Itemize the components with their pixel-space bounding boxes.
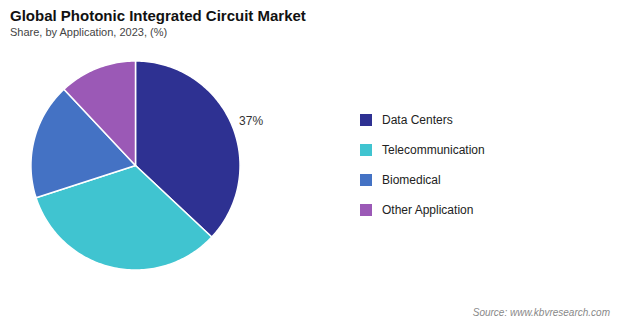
- html-text:Source: www.kbvresearch.com: Source: www.kbvresearch.com: [472, 307, 610, 318]
- html-text:Telecommunication: Telecommunication: [382, 143, 485, 157]
- html-text:Biomedical: Biomedical: [382, 173, 441, 187]
- html-text:Other Application: Other Application: [382, 203, 474, 217]
- html-text:Global Photonic Integrated Cir: Global Photonic Integrated Circuit Marke…: [10, 7, 306, 24]
- html-text:Data Centers: Data Centers: [382, 113, 453, 127]
- html-text:Share, by Application, 2023, (: Share, by Application, 2023, (%): [10, 26, 168, 38]
- svg-text:37%: 37%: [239, 113, 263, 127]
